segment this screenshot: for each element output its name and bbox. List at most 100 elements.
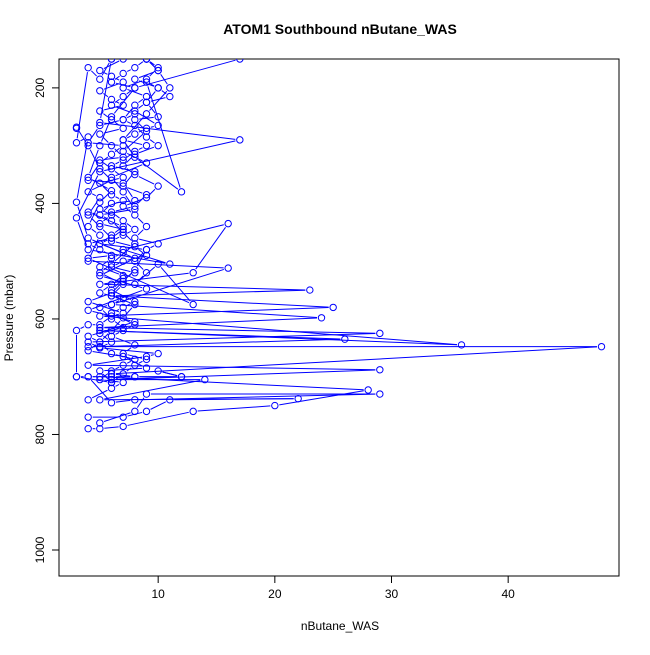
series-segment: [138, 80, 155, 87]
data-point: [107, 300, 116, 309]
series-segment: [115, 289, 306, 297]
data-point: [131, 407, 139, 416]
series-segment: [137, 263, 144, 270]
series-segment: [101, 120, 111, 142]
data-point: [119, 352, 127, 361]
data-point: [107, 309, 116, 317]
data-point: [96, 271, 104, 280]
data-point: [107, 115, 116, 124]
data-point: [154, 240, 162, 248]
data-point: [96, 338, 104, 346]
chart-title: ATOM1 Southbound nButane_WAS: [223, 21, 457, 37]
data-point: [96, 419, 104, 427]
series-segment: [78, 130, 87, 143]
series-segment: [115, 332, 120, 335]
x-axis-label: nButane_WAS: [301, 619, 379, 633]
data-point: [84, 245, 92, 254]
series-segment: [139, 59, 236, 88]
data-point: [166, 260, 174, 268]
series-segment: [139, 393, 376, 401]
data-point: [154, 182, 162, 190]
data-point: [84, 321, 92, 329]
series-layer: [72, 59, 606, 433]
data-point: [131, 341, 139, 349]
series-segment: [126, 208, 132, 213]
data-point: [142, 141, 151, 150]
data-point: [131, 280, 139, 288]
series-segment: [103, 60, 120, 70]
data-point: [84, 133, 92, 141]
series-segment: [115, 337, 131, 344]
series-segment: [115, 373, 131, 377]
series-segment: [80, 326, 85, 329]
series-segment: [104, 328, 119, 333]
data-point: [107, 78, 116, 86]
data-point: [72, 139, 81, 147]
series-segment: [115, 106, 131, 113]
data-point: [107, 141, 116, 150]
series-segment: [115, 236, 120, 240]
series-segment: [91, 70, 97, 77]
series-segment: [138, 249, 144, 254]
data-point: [189, 407, 197, 416]
series-segment: [104, 157, 119, 161]
data-point: [131, 243, 139, 251]
data-point: [142, 59, 151, 63]
data-point: [154, 66, 162, 75]
series-segment: [115, 291, 132, 301]
series-segment: [103, 373, 109, 378]
data-point: [107, 187, 116, 195]
data-point: [131, 257, 139, 265]
series-segment: [102, 333, 109, 340]
series-segment: [102, 344, 109, 351]
data-point: [107, 384, 116, 392]
series-segment: [114, 287, 121, 294]
data-point: [107, 234, 116, 242]
data-point: [119, 222, 127, 231]
series-8: [72, 59, 197, 309]
data-point: [154, 121, 162, 130]
series-segment: [103, 113, 109, 118]
series-segment: [104, 178, 119, 183]
data-point: [107, 191, 116, 199]
data-point: [142, 98, 151, 107]
series-segment: [114, 148, 121, 155]
series-segment: [115, 384, 120, 387]
data-point: [119, 84, 127, 92]
series-segment: [126, 135, 132, 139]
data-point: [107, 280, 116, 288]
series-segment: [115, 296, 131, 304]
series-segment: [115, 241, 131, 247]
data-point: [107, 95, 116, 104]
data-point: [142, 285, 151, 293]
x-tick-label: 20: [268, 587, 282, 601]
data-point: [107, 59, 116, 63]
series-segment: [104, 398, 294, 401]
data-point: [166, 396, 174, 404]
data-point: [84, 297, 92, 306]
x-tick-label: 40: [501, 587, 515, 601]
data-point: [96, 107, 104, 115]
data-point: [96, 130, 104, 138]
series-segment: [115, 77, 120, 81]
series-segment: [103, 244, 120, 252]
data-point: [131, 297, 139, 306]
data-point: [107, 260, 116, 268]
data-point: [306, 286, 314, 294]
series-segment: [279, 390, 364, 406]
series-segment: [114, 223, 121, 230]
data-point: [271, 401, 279, 410]
data-point: [96, 323, 104, 332]
data-point: [119, 78, 127, 86]
series-segment: [92, 238, 108, 244]
data-point: [119, 413, 127, 421]
data-point: [84, 424, 92, 433]
data-point: [119, 147, 127, 156]
series-segment: [148, 91, 156, 100]
data-point: [142, 251, 151, 260]
series-segment: [115, 369, 376, 380]
data-point: [142, 245, 151, 254]
series-segment: [80, 138, 85, 142]
data-point: [96, 326, 104, 335]
